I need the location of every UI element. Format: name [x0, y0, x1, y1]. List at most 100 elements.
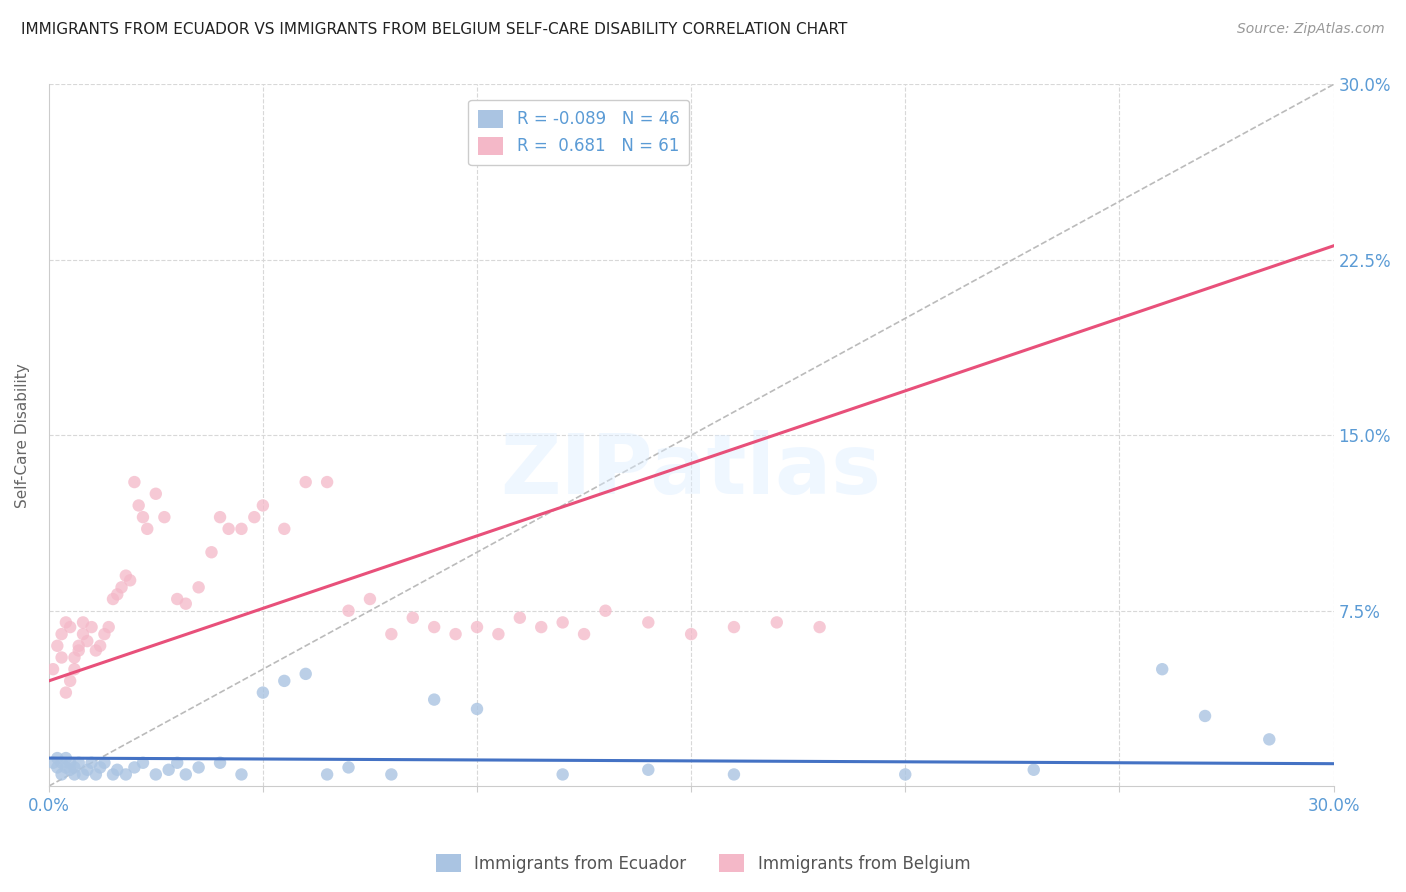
Point: [84, 767, 107, 781]
Point: [231, 767, 253, 781]
Point: [572, 627, 595, 641]
Point: [402, 611, 425, 625]
Point: [93, 627, 115, 641]
Point: [67, 643, 90, 657]
Point: [894, 767, 917, 781]
Point: [132, 756, 155, 770]
Point: [209, 510, 232, 524]
Point: [132, 510, 155, 524]
Point: [46, 760, 69, 774]
Point: [63, 662, 86, 676]
Point: [59, 763, 82, 777]
Point: [316, 475, 339, 489]
Point: [46, 639, 69, 653]
Point: [765, 615, 787, 630]
Point: [486, 627, 509, 641]
Point: [114, 568, 136, 582]
Point: [380, 627, 402, 641]
Point: [145, 767, 167, 781]
Point: [359, 592, 381, 607]
Point: [67, 639, 90, 653]
Point: [110, 580, 132, 594]
Point: [63, 767, 86, 781]
Point: [72, 767, 94, 781]
Point: [294, 475, 316, 489]
Point: [93, 756, 115, 770]
Point: [551, 615, 574, 630]
Point: [59, 673, 82, 688]
Point: [166, 756, 188, 770]
Point: [166, 592, 188, 607]
Point: [1258, 732, 1281, 747]
Point: [63, 650, 86, 665]
Point: [595, 604, 617, 618]
Point: [637, 763, 659, 777]
Point: [187, 580, 209, 594]
Point: [209, 756, 232, 770]
Point: [72, 627, 94, 641]
Point: [1194, 709, 1216, 723]
Point: [136, 522, 159, 536]
Point: [273, 673, 295, 688]
Point: [423, 692, 446, 706]
Point: [67, 756, 90, 770]
Point: [723, 767, 745, 781]
Point: [76, 763, 98, 777]
Point: [51, 650, 73, 665]
Point: [55, 760, 77, 774]
Point: [174, 597, 197, 611]
Point: [89, 760, 111, 774]
Point: [76, 634, 98, 648]
Point: [187, 760, 209, 774]
Point: [97, 620, 120, 634]
Point: [808, 620, 831, 634]
Point: [55, 751, 77, 765]
Point: [423, 620, 446, 634]
Point: [124, 760, 146, 774]
Point: [42, 662, 65, 676]
Point: [380, 767, 402, 781]
Text: IMMIGRANTS FROM ECUADOR VS IMMIGRANTS FROM BELGIUM SELF-CARE DISABILITY CORRELAT: IMMIGRANTS FROM ECUADOR VS IMMIGRANTS FR…: [21, 22, 848, 37]
Point: [55, 685, 77, 699]
Point: [72, 615, 94, 630]
Point: [51, 627, 73, 641]
Point: [218, 522, 240, 536]
Point: [231, 522, 253, 536]
Point: [63, 760, 86, 774]
Point: [80, 620, 103, 634]
Point: [444, 627, 467, 641]
Text: Source: ZipAtlas.com: Source: ZipAtlas.com: [1237, 22, 1385, 37]
Point: [509, 611, 531, 625]
Point: [465, 702, 488, 716]
Point: [530, 620, 553, 634]
Point: [252, 685, 274, 699]
Point: [294, 666, 316, 681]
Point: [120, 574, 142, 588]
Point: [101, 592, 124, 607]
Point: [316, 767, 339, 781]
Point: [59, 756, 82, 770]
Point: [1152, 662, 1174, 676]
Point: [55, 615, 77, 630]
Point: [51, 756, 73, 770]
Point: [101, 767, 124, 781]
Point: [681, 627, 703, 641]
Point: [89, 639, 111, 653]
Point: [46, 751, 69, 765]
Point: [124, 475, 146, 489]
Point: [465, 620, 488, 634]
Text: ZIPatlas: ZIPatlas: [501, 430, 882, 511]
Point: [42, 756, 65, 770]
Point: [128, 499, 150, 513]
Point: [105, 587, 128, 601]
Legend: R = -0.089   N = 46, R =  0.681   N = 61: R = -0.089 N = 46, R = 0.681 N = 61: [468, 100, 689, 165]
Point: [153, 510, 176, 524]
Point: [80, 756, 103, 770]
Point: [1022, 763, 1045, 777]
Point: [243, 510, 266, 524]
Point: [59, 620, 82, 634]
Point: [145, 487, 167, 501]
Point: [157, 763, 180, 777]
Y-axis label: Self-Care Disability: Self-Care Disability: [15, 363, 30, 508]
Point: [174, 767, 197, 781]
